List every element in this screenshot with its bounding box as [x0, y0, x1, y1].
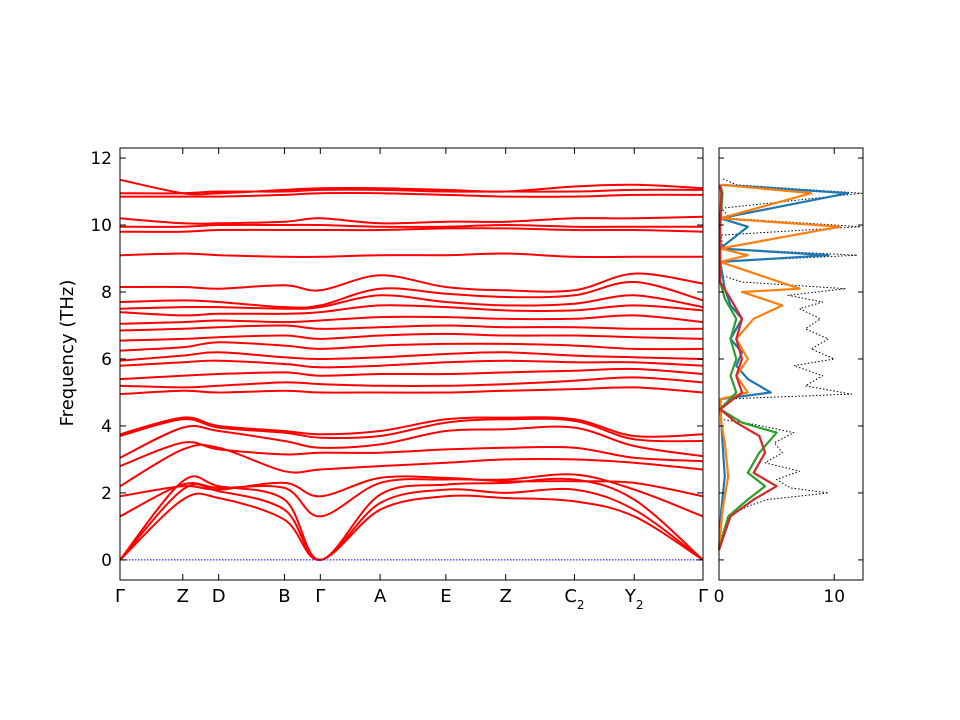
band-line-18 [119, 324, 704, 332]
k-tick-label: B [278, 586, 290, 607]
band-line-25 [119, 227, 704, 233]
k-tick-label: Γ [698, 586, 708, 607]
band-line-3 [119, 475, 704, 561]
band-line-28 [120, 191, 704, 198]
band-line-9 [119, 417, 704, 443]
band-line-30 [119, 178, 704, 196]
band-structure-panel: 0 2 4 6 8 10 12 Γ Z D B Γ A E Z C2 Y2 Γ Frequency (THz) [57, 147, 708, 612]
dos-panel: 0 10 [714, 147, 864, 607]
y-tick-label: 2 [101, 484, 112, 504]
band-line-24 [119, 252, 703, 259]
band-plot-frame [119, 147, 704, 581]
y-tick-label: 12 [90, 149, 112, 169]
band-line-27 [119, 215, 704, 225]
y-tick-label: 0 [101, 551, 112, 571]
band-line-21 [119, 294, 704, 310]
band-line-13 [119, 367, 704, 381]
k-tick-label: A [374, 586, 387, 607]
band-line-6 [119, 443, 704, 488]
band-line-16 [119, 341, 704, 352]
y-tick-label: 10 [90, 216, 112, 236]
band-line-23 [119, 272, 704, 293]
y-axis-ticks: 0 2 4 6 8 10 12 [90, 149, 703, 571]
dos-line-pdos2 [717, 183, 842, 550]
band-line-11 [119, 386, 704, 396]
dos-line-pdos4 [717, 184, 778, 551]
band-line-4 [119, 473, 704, 518]
band-line-22 [119, 280, 704, 309]
band-line-10 [119, 416, 704, 438]
k-tick-label: Γ [115, 586, 125, 607]
y-tick-label: 8 [101, 283, 112, 303]
dos-lines-group [717, 177, 863, 551]
dos-plot-frame [718, 147, 864, 581]
k-tick-label: Y2 [624, 586, 644, 612]
dos-x-tick-label: 0 [714, 587, 725, 607]
band-line-1 [119, 492, 704, 561]
band-line-26 [119, 223, 703, 228]
band-line-15 [119, 351, 704, 362]
band-line-14 [119, 359, 704, 369]
band-line-17 [119, 332, 704, 342]
y-tick-label: 6 [101, 350, 112, 370]
band-line-2 [119, 483, 704, 561]
k-tick-label: D [212, 586, 226, 607]
band-line-8 [119, 424, 704, 459]
dos-line-total [718, 177, 863, 551]
k-tick-label: Z [500, 586, 512, 607]
band-line-12 [119, 376, 704, 389]
dos-axis-ticks: 0 10 [714, 148, 863, 607]
y-axis-label: Frequency (THz) [57, 280, 78, 427]
k-tick-label: Z [177, 586, 189, 607]
k-tick-label: Γ [315, 586, 325, 607]
y-tick-label: 4 [101, 417, 112, 437]
band-line-20 [119, 304, 704, 317]
band-line-19 [119, 314, 704, 325]
band-line-5 [119, 475, 704, 498]
band-line-29 [119, 188, 704, 195]
band-line-7 [119, 441, 704, 468]
band-lines-group [119, 178, 704, 561]
k-tick-label: E [440, 586, 451, 607]
dos-x-tick-label: 10 [823, 587, 845, 607]
k-tick-label: C2 [564, 586, 584, 612]
